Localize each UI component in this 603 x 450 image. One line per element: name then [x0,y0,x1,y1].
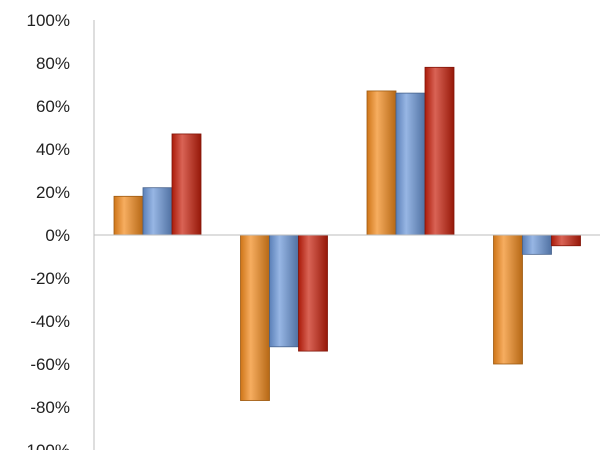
y-tick-label: 100% [27,11,70,30]
y-tick-label: -20% [30,269,70,288]
bar [493,234,523,365]
y-tick-label: -40% [30,312,70,331]
bar [240,234,270,401]
bar [551,234,581,247]
y-axis-tick-labels: 100% 80% 60% 40% 20% 0% -20% -40% -60% -80% -100% [21,11,70,450]
bars [113,66,581,401]
bar [113,195,144,236]
bar [269,234,299,348]
bar [171,133,202,236]
axes [93,20,600,450]
y-tick-label: -60% [30,355,70,374]
bar [366,90,397,236]
y-tick-label: 0% [45,226,70,245]
bar [142,187,173,236]
bar [298,234,328,352]
y-tick-label: 40% [36,140,70,159]
y-tick-label: 60% [36,97,70,116]
y-tick-label: -100% [21,441,70,450]
y-tick-label: 80% [36,54,70,73]
y-tick-label: 20% [36,183,70,202]
bar [424,66,455,236]
y-tick-label: -80% [30,398,70,417]
bar [522,234,552,255]
bar [395,92,426,236]
